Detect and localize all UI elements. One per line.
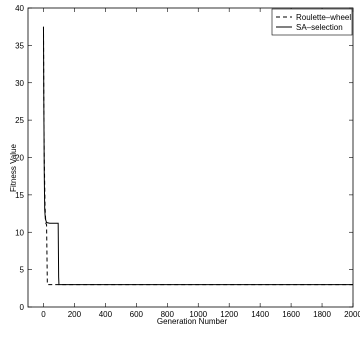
x-tick-label: 400 bbox=[99, 310, 113, 319]
x-tick-label: 1800 bbox=[313, 310, 331, 319]
y-tick-label: 0 bbox=[20, 303, 25, 312]
x-tick-label: 1400 bbox=[251, 310, 269, 319]
series-group bbox=[42, 26, 353, 286]
plot-frame bbox=[27, 7, 354, 308]
legend-label-2: SA–selection bbox=[296, 23, 343, 32]
y-tick-label: 5 bbox=[20, 266, 25, 275]
ticks-group: 0 200 400 600 800 1000 1200 1400 1600 1800 2000 0 5 1… bbox=[15, 4, 360, 319]
x-axis-label: Generation Number bbox=[157, 317, 228, 326]
x-tick-label: 1000 bbox=[189, 310, 207, 319]
x-tick-label: 1200 bbox=[220, 310, 238, 319]
axes-group bbox=[27, 7, 354, 308]
y-axis-label: Fitness Value bbox=[9, 144, 18, 192]
y-tick-label: 30 bbox=[15, 79, 24, 88]
x-tick-label: 1600 bbox=[282, 310, 300, 319]
x-tick-label: 200 bbox=[68, 310, 82, 319]
series-line-2 bbox=[42, 26, 353, 286]
y-tick-label: 10 bbox=[15, 228, 24, 237]
y-tick-label: 35 bbox=[15, 41, 24, 50]
legend-label-1: Roulette–wheel bbox=[296, 13, 351, 22]
y-tick-label: 15 bbox=[15, 191, 24, 200]
x-tick-label: 600 bbox=[130, 310, 144, 319]
series-line-1 bbox=[42, 26, 353, 286]
x-tick-label: 800 bbox=[161, 310, 175, 319]
legend-box bbox=[271, 8, 353, 36]
y-tick-label: 25 bbox=[15, 116, 24, 125]
y-tick-label: 20 bbox=[15, 154, 24, 163]
y-tick-label: 40 bbox=[15, 4, 24, 13]
x-tick-label: 2000 bbox=[344, 310, 360, 319]
x-tick-label: 0 bbox=[41, 310, 46, 319]
